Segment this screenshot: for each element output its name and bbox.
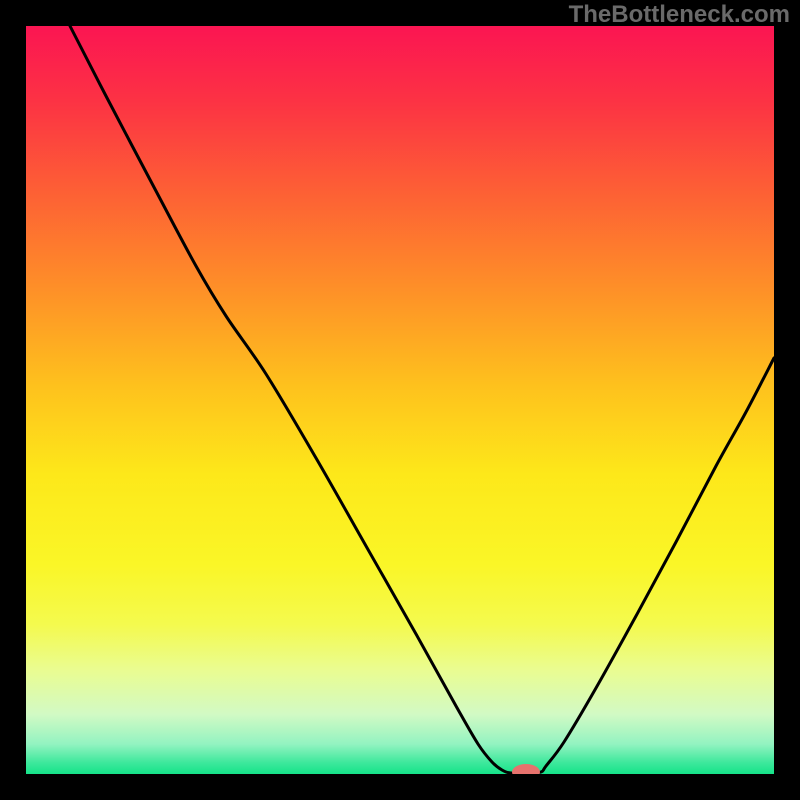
frame-bottom [0,774,800,800]
frame-left [0,0,26,800]
plot-area [26,26,774,780]
gradient-background [26,26,774,774]
chart-svg: TheBottleneck.com [0,0,800,800]
watermark-text: TheBottleneck.com [569,1,790,28]
frame-right [774,0,800,800]
chart-container: TheBottleneck.com [0,0,800,800]
